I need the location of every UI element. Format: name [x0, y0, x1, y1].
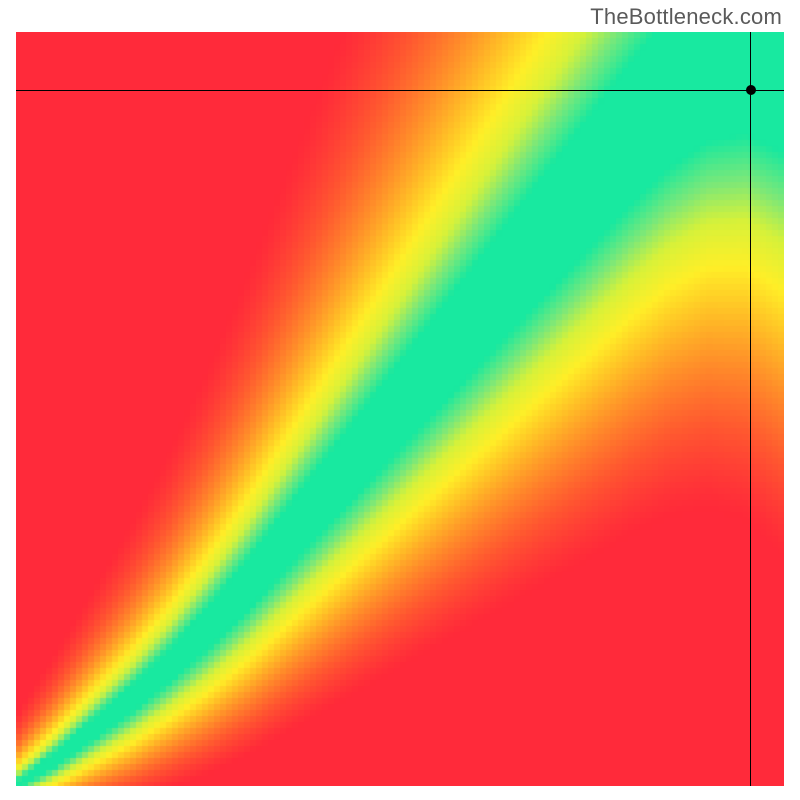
bottleneck-heatmap [16, 32, 784, 786]
crosshair-horizontal [16, 90, 784, 91]
heatmap-canvas [16, 32, 784, 786]
watermark-text: TheBottleneck.com [590, 4, 782, 30]
selection-marker [746, 85, 756, 95]
crosshair-vertical [750, 32, 751, 786]
